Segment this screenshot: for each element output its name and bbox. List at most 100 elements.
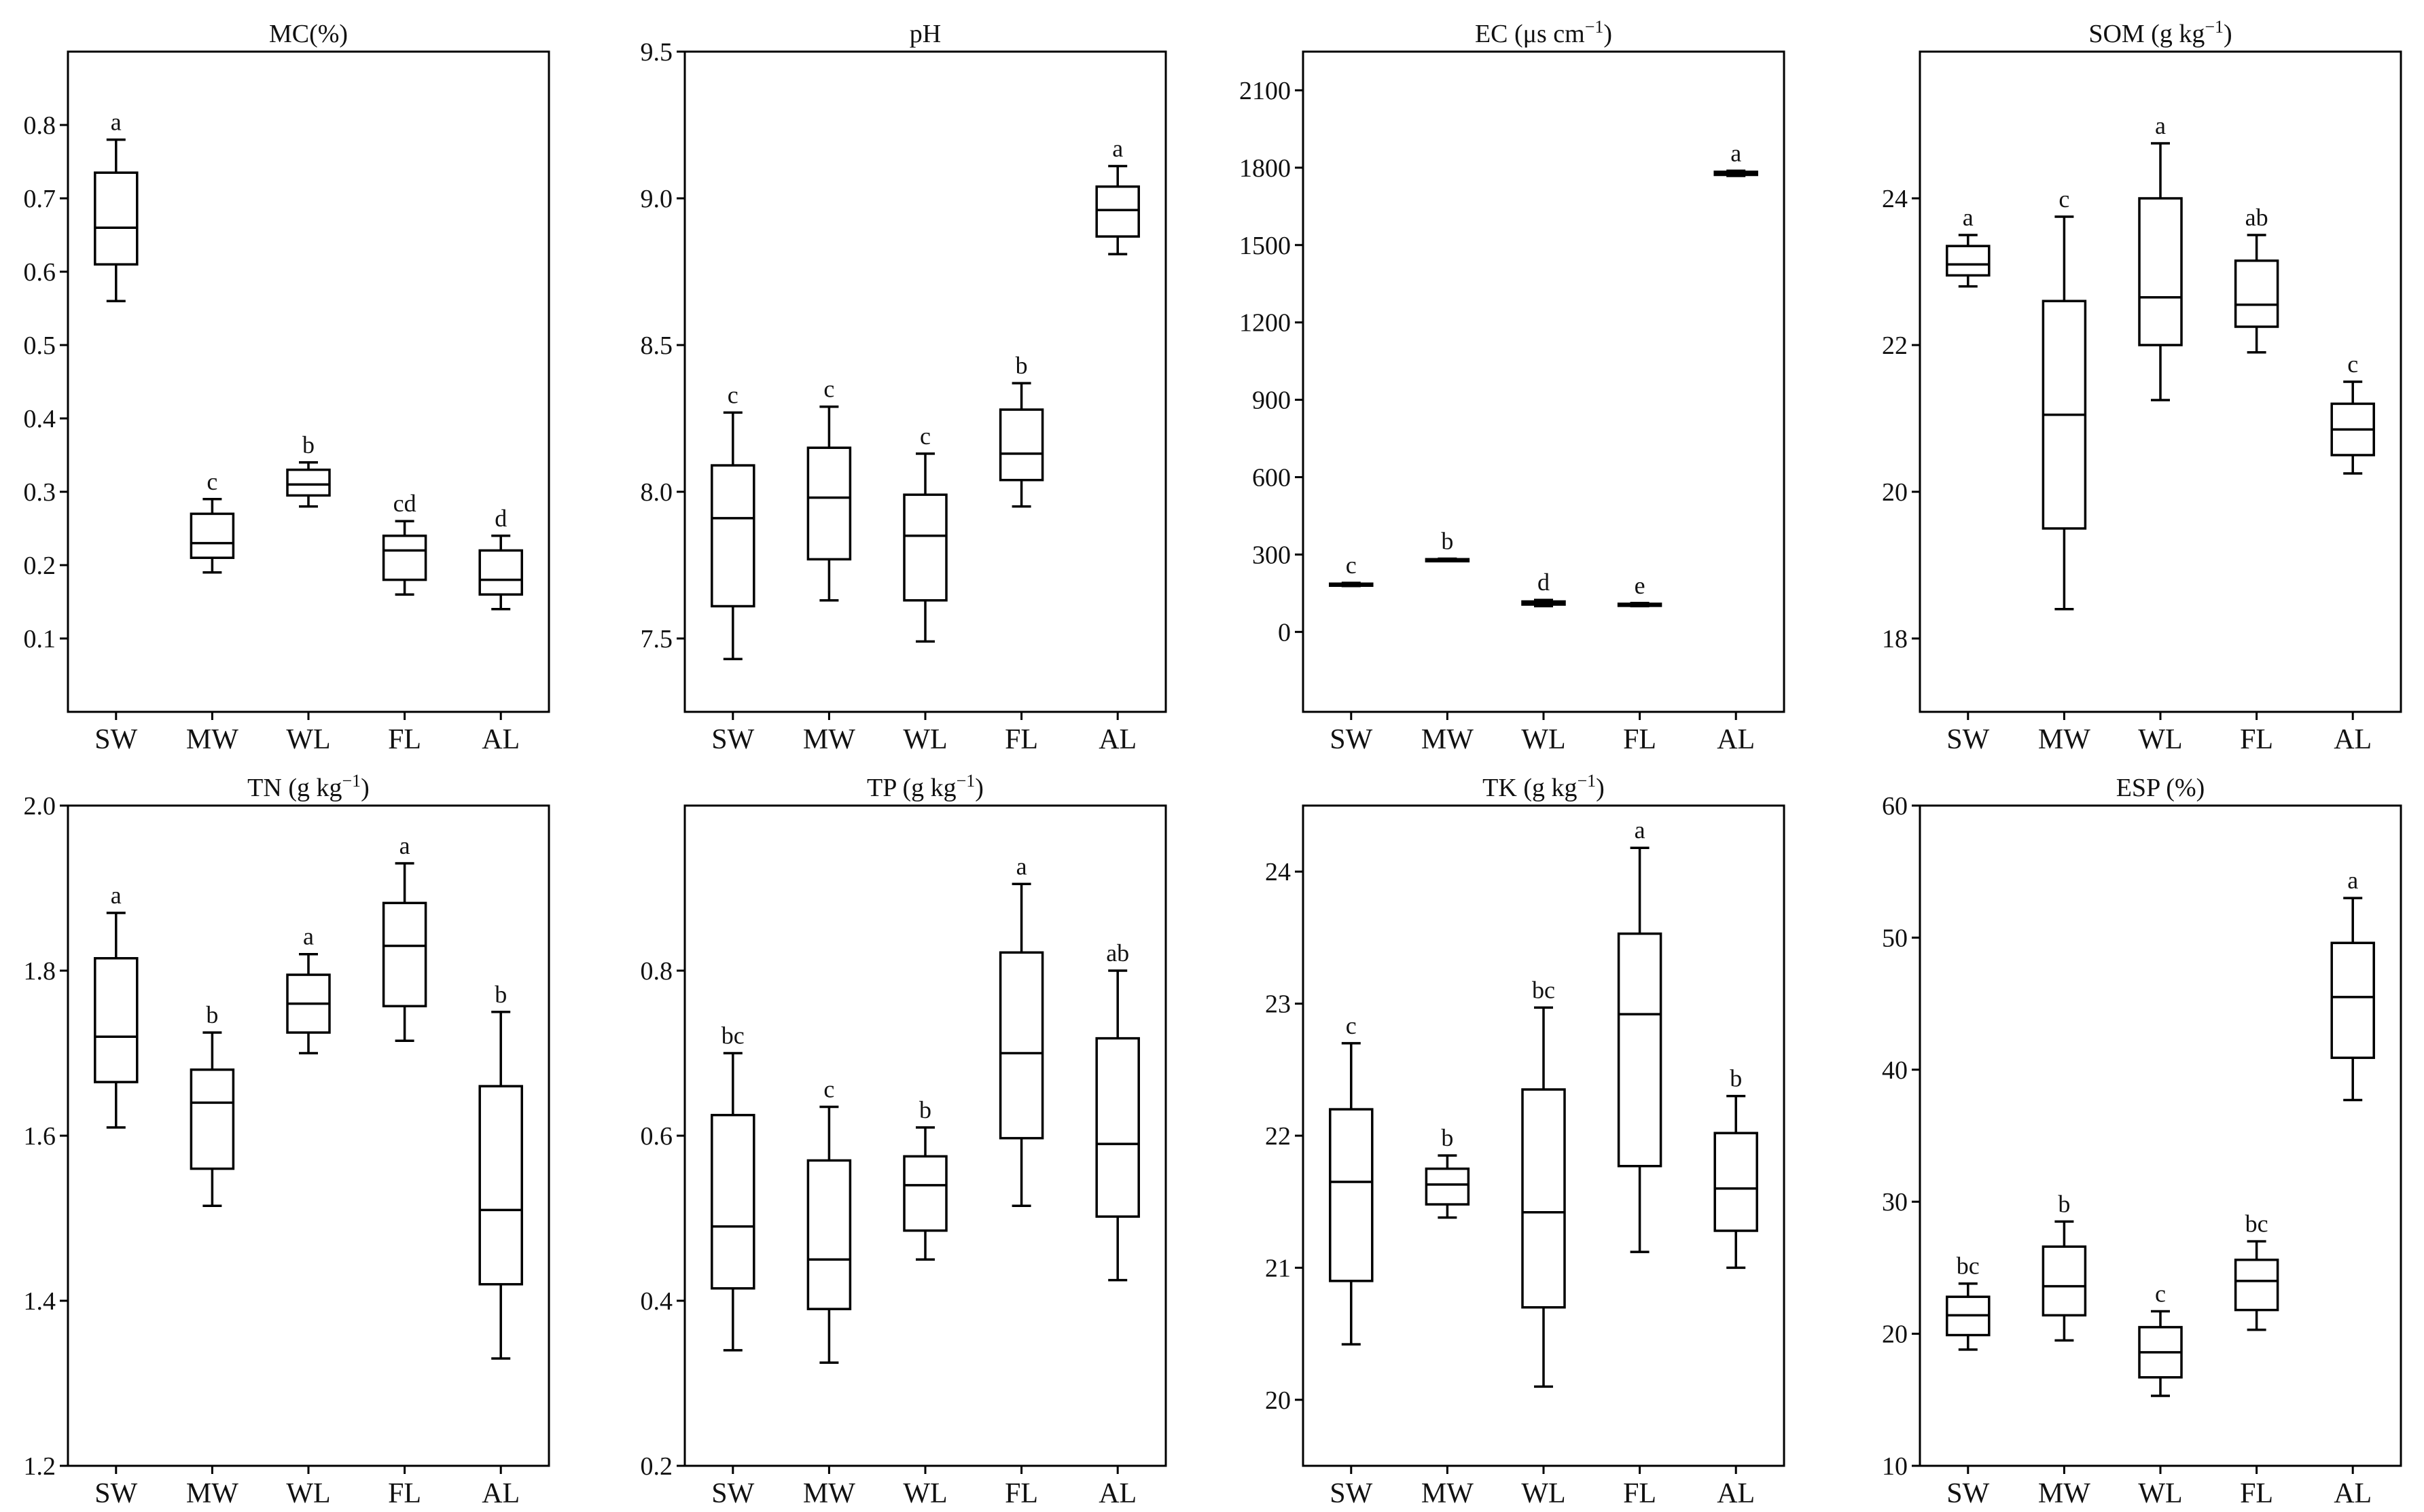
x-tick-label: WL [1521,1478,1565,1509]
significance-letter: d [495,505,507,532]
significance-letter: a [303,923,314,950]
chart-panel: pH 7.5 8.0 8.5 9.0 9.5 SW c MW c WL c FL b AL a [641,20,1167,755]
chart-panel: TK (g kg−1) 20 21 22 23 24 SW c MW b WL bc FL a AL b [1265,771,1785,1509]
x-tick-label: AL [482,1478,520,1509]
box-iqr [1425,1167,1470,1206]
x-tick-label: SW [1330,724,1372,755]
panel-title-base: MC(%) [269,20,348,48]
y-tick-label: 21 [1265,1254,1291,1282]
significance-letter: c [823,1075,834,1102]
x-tick-label: FL [2240,724,2273,755]
panel-title: ESP (%) [2116,774,2205,802]
box-sw: a [94,882,139,1129]
y-tick-label: 30 [1882,1188,1908,1217]
x-tick-label: MW [2038,1478,2090,1509]
box-al: a [1095,134,1140,255]
significance-letter: a [2347,867,2358,894]
box-iqr [2138,197,2183,346]
x-tick-label: FL [1623,1478,1656,1509]
box-fl: ab [2234,204,2279,354]
x-tick-label: MW [2038,724,2090,755]
y-tick-label: 0.7 [24,185,56,213]
y-tick-label: 0.4 [24,405,56,433]
significance-letter: c [728,381,738,408]
chart-panel: ESP (%) 10 20 30 40 50 60 SW bc MW b WL c FL bc AL a [1882,774,2402,1509]
significance-letter: ab [2245,204,2268,231]
y-tick-label: 2100 [1239,77,1291,105]
x-tick-label: SW [1946,724,1989,755]
x-tick-label: AL [2334,1478,2372,1509]
box-iqr [999,408,1044,482]
box-al: c [2330,350,2375,475]
significance-letter: c [1346,1012,1357,1039]
box-iqr [711,1113,755,1290]
panel-title: TN (g kg−1) [247,771,370,802]
plot-frame [67,50,550,713]
x-tick-label: MW [186,724,238,755]
box-fl: cd [382,490,427,596]
significance-letter: b [302,431,315,458]
box-fl: a [1617,816,1662,1253]
box-fl: b [999,352,1044,508]
significance-letter: a [399,832,410,859]
box-wl: c [903,422,948,643]
y-tick-label: 0.6 [641,1122,673,1151]
significance-letter: a [1112,134,1123,162]
box-sw: a [94,109,139,302]
x-tick-label: MW [1421,1478,1474,1509]
box-sw: c [1329,552,1374,588]
y-tick-label: 8.0 [641,478,673,507]
y-tick-label: 9.5 [641,38,673,67]
x-tick-label: SW [1946,1478,1989,1509]
panel-title: MC(%) [269,20,348,48]
panel-title-suffix: ) [1596,774,1605,802]
box-al: d [478,505,523,611]
significance-letter: a [1635,816,1645,844]
panel-title-superscript: −1 [1585,17,1604,37]
significance-letter: b [2058,1190,2070,1217]
box-iqr [190,512,235,559]
panel-title-base: pH [910,20,941,48]
significance-letter: bc [1957,1253,1980,1280]
y-tick-label: 0.2 [24,552,56,580]
box-wl: b [903,1096,948,1261]
x-tick-label: AL [482,724,520,755]
box-iqr [2234,259,2279,328]
panel-title-superscript: −1 [1577,771,1596,791]
y-tick-label: 1.8 [24,957,56,986]
significance-letter: c [2058,185,2069,213]
y-tick-label: 20 [1265,1386,1291,1415]
y-tick-label: 600 [1252,463,1291,492]
significance-letter: b [206,1001,218,1028]
box-fl: a [382,832,427,1043]
panel-title-superscript: −1 [957,771,976,791]
significance-letter: b [1441,527,1453,554]
box-sw: a [1946,204,1991,288]
box-iqr [2042,1245,2087,1317]
significance-letter: a [1730,139,1741,166]
box-mw: c [190,468,235,574]
significance-letter: a [111,882,122,909]
box-wl: b [286,431,331,508]
y-tick-label: 0.8 [641,957,673,986]
panel-title-superscript: −1 [2205,17,2224,37]
significance-letter: bc [2245,1210,2268,1238]
box-sw: bc [1946,1253,1991,1351]
panel-title-suffix: ) [1603,20,1612,48]
significance-letter: b [1441,1124,1453,1151]
box-iqr [1521,1088,1566,1309]
y-tick-label: 1.2 [24,1452,56,1481]
significance-letter: bc [721,1022,745,1049]
significance-letter: b [919,1096,931,1123]
box-iqr [1095,1037,1140,1218]
y-tick-label: 0.1 [24,625,56,653]
x-tick-label: FL [2240,1478,2273,1509]
y-tick-label: 1500 [1239,232,1291,260]
significance-letter: a [1016,852,1027,880]
plot-frame [67,804,550,1467]
significance-letter: b [495,981,507,1008]
y-tick-label: 24 [1265,858,1291,886]
box-iqr [478,1085,523,1286]
box-iqr [1946,245,1991,277]
y-tick-label: 24 [1882,185,1908,213]
